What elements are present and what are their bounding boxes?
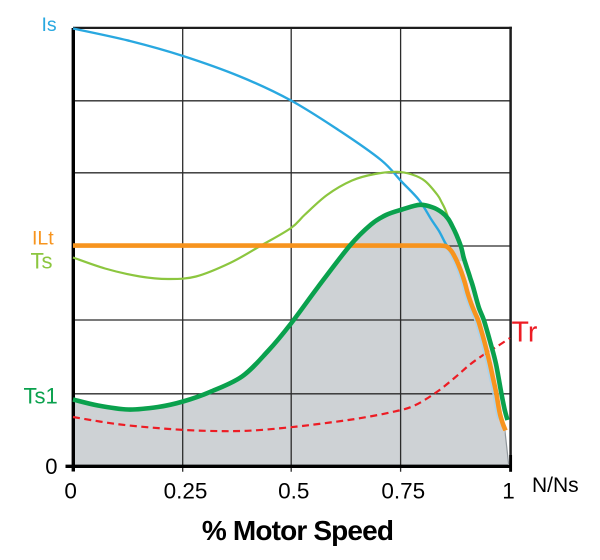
svg-text:0: 0	[64, 479, 77, 504]
svg-text:0.25: 0.25	[164, 479, 208, 504]
svg-text:Ts: Ts	[31, 249, 53, 274]
svg-text:N/Ns: N/Ns	[532, 474, 579, 497]
svg-text:0.75: 0.75	[381, 479, 425, 504]
svg-text:1: 1	[502, 479, 515, 504]
svg-text:Ts1: Ts1	[24, 384, 58, 409]
svg-text:Tr: Tr	[512, 317, 538, 349]
svg-text:ILt: ILt	[32, 228, 54, 250]
svg-text:0.5: 0.5	[278, 479, 309, 504]
svg-text:0: 0	[45, 454, 57, 479]
svg-text:% Motor Speed: % Motor Speed	[202, 515, 393, 546]
svg-text:Is: Is	[42, 14, 57, 36]
